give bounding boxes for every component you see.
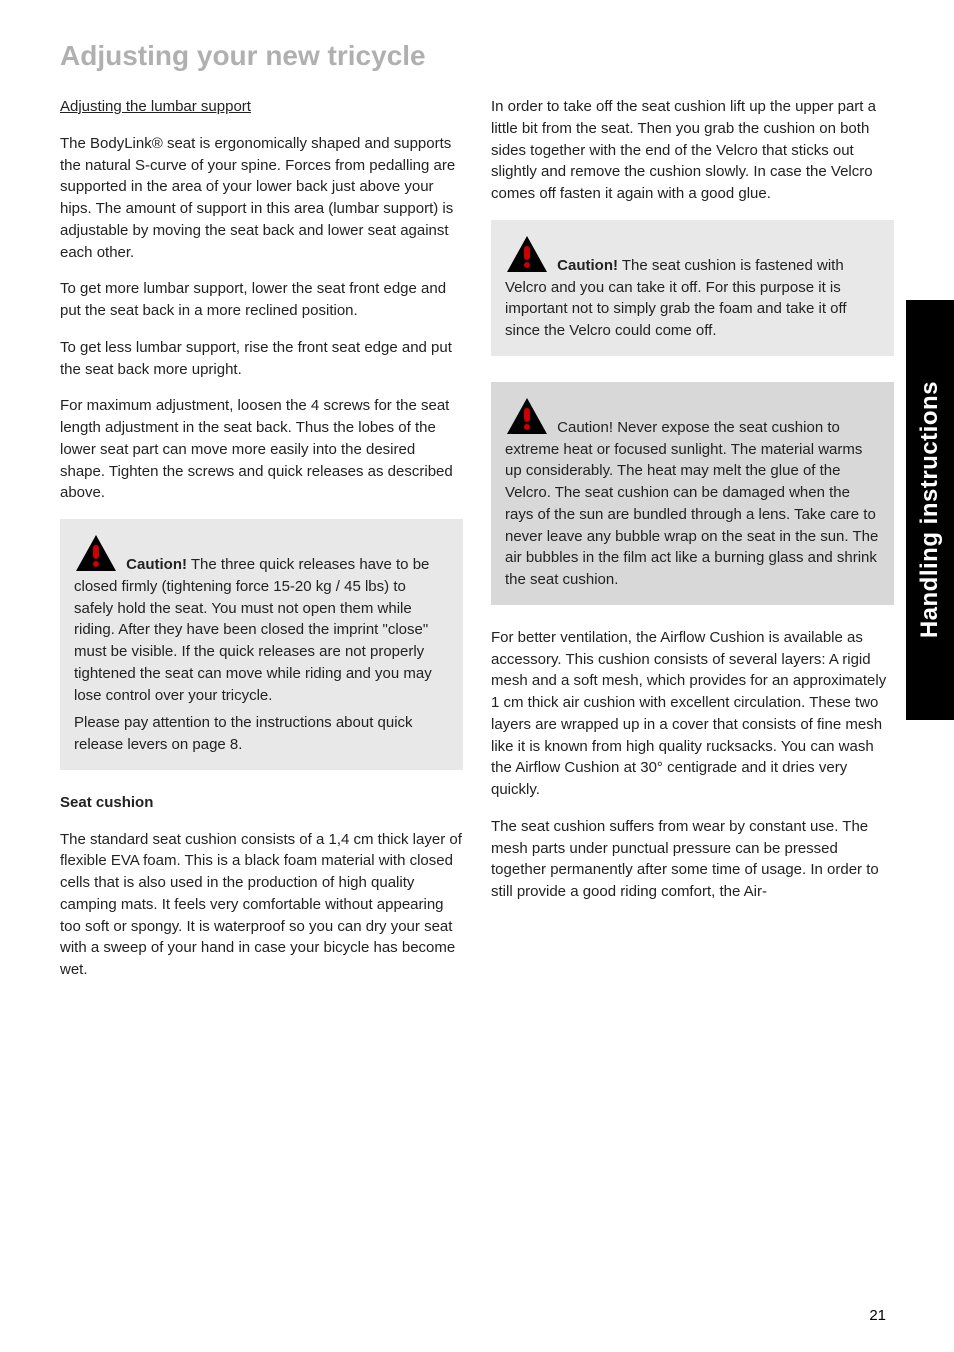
caution-box-left: Caution! The three quick releases have t… [60,519,463,770]
left-p4: For maximum adjustment, loosen the 4 scr… [60,395,463,504]
side-tab: Handling instructions [906,300,954,720]
page-number: 21 [869,1307,886,1324]
content-columns: Adjusting the lumbar support The BodyLin… [60,96,894,996]
caution-label: Caution! [126,556,187,573]
subhead-seat-cushion: Seat cushion [60,792,463,814]
right-column: In order to take off the seat cushion li… [491,96,894,996]
left-p1: The BodyLink® seat is ergonomically shap… [60,133,463,264]
warning-icon [74,533,118,573]
caution-box-right-1: Caution! The seat cushion is fastened wi… [491,220,894,356]
page-title: Adjusting your new tricycle [60,40,894,72]
warning-icon [505,396,549,436]
left-column: Adjusting the lumbar support The BodyLin… [60,96,463,996]
left-p2: To get more lumbar support, lower the se… [60,278,463,322]
caution-body2: Please pay attention to the instructions… [74,714,413,753]
caution-label: Caution! [557,257,618,274]
caution-body: The three quick releases have to be clos… [74,556,432,704]
caution-box-right-2: Caution! Never expose the seat cushion t… [491,382,894,605]
right-p2: For better ventilation, the Airflow Cush… [491,627,894,801]
left-p3: To get less lumbar support, rise the fro… [60,337,463,381]
caution2-body: Caution! Never expose the seat cushion t… [505,419,878,588]
right-p3: The seat cushion suffers from wear by co… [491,816,894,903]
right-p1: In order to take off the seat cushion li… [491,96,894,205]
subhead-lumbar: Adjusting the lumbar support [60,96,463,118]
left-p5: The standard seat cushion consists of a … [60,829,463,981]
warning-icon [505,234,549,274]
side-tab-label: Handling instructions [916,381,944,638]
